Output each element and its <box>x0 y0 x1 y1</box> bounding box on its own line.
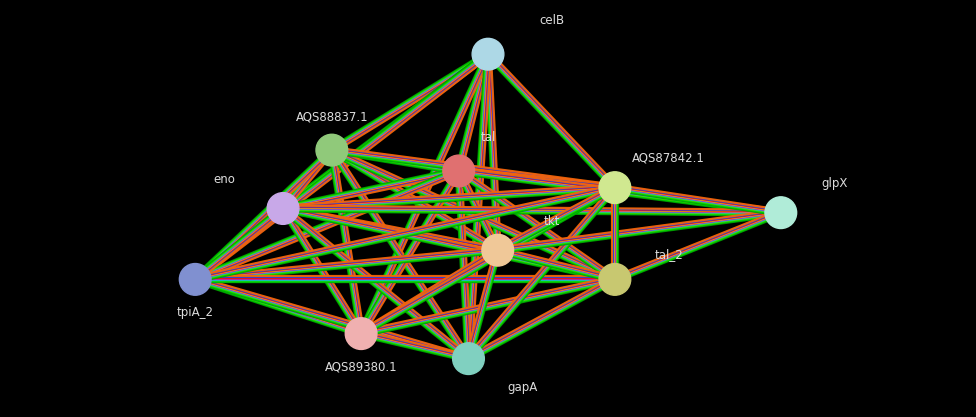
Text: tpiA_2: tpiA_2 <box>177 306 214 319</box>
Circle shape <box>599 172 630 203</box>
Circle shape <box>443 155 474 187</box>
Text: tal_2: tal_2 <box>654 248 683 261</box>
Text: AQS87842.1: AQS87842.1 <box>632 152 705 165</box>
Circle shape <box>482 234 513 266</box>
Circle shape <box>599 264 630 295</box>
Text: gapA: gapA <box>508 381 537 394</box>
Text: eno: eno <box>214 173 235 186</box>
Circle shape <box>472 38 504 70</box>
Text: AQS89380.1: AQS89380.1 <box>325 360 397 374</box>
Text: tal: tal <box>480 131 496 144</box>
Text: AQS88837.1: AQS88837.1 <box>296 110 368 123</box>
Text: glpX: glpX <box>821 177 848 190</box>
Circle shape <box>316 134 347 166</box>
Circle shape <box>346 318 377 349</box>
Text: tkt: tkt <box>544 214 559 228</box>
Circle shape <box>765 197 796 229</box>
Text: celB: celB <box>539 14 564 28</box>
Circle shape <box>267 193 299 224</box>
Circle shape <box>453 343 484 374</box>
Circle shape <box>180 264 211 295</box>
